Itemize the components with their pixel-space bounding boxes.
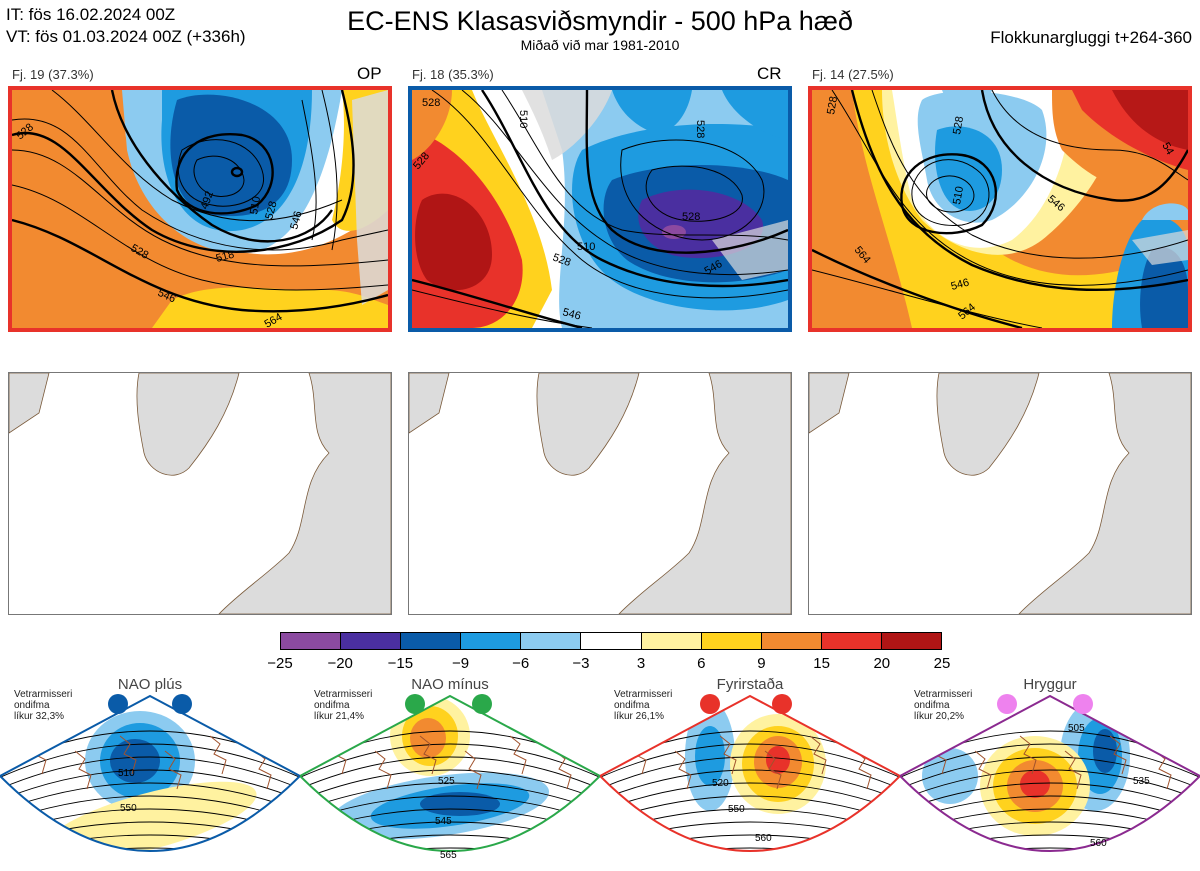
regime-note: Vetrarmisseri ondifma líkur 26,1% bbox=[614, 689, 673, 722]
contour-label: 546 bbox=[288, 210, 304, 231]
colorbar-tick-label: 3 bbox=[636, 655, 646, 672]
regime-contour-label: 525 bbox=[438, 776, 455, 787]
colorbar-tick-label: 20 bbox=[873, 655, 891, 672]
regime-contour-label: 550 bbox=[728, 804, 745, 815]
colorbar-segment bbox=[641, 633, 702, 649]
regime-title: Hryggur bbox=[1023, 676, 1077, 693]
panel-2-tag: CR bbox=[757, 64, 782, 83]
regime-center-dot bbox=[172, 694, 192, 714]
colorbar-segment bbox=[461, 633, 522, 649]
contour-label: 528 bbox=[682, 211, 700, 223]
regime-map: 510 550 bbox=[0, 694, 300, 852]
header-left: IT: fös 16.02.2024 00Z VT: fös 01.03.202… bbox=[6, 4, 246, 48]
regime-contour-label: 505 bbox=[1068, 723, 1085, 734]
cluster-map-3: 528 510 528 564 546 546 564 54 bbox=[808, 86, 1192, 332]
empty-map-1 bbox=[8, 372, 392, 615]
colorbar-tick-label: −9 bbox=[451, 655, 470, 672]
contour-label: 528 bbox=[951, 115, 966, 135]
colorbar-segment bbox=[761, 633, 822, 649]
contour-label: 528 bbox=[825, 95, 840, 115]
colorbar-tick-label: −20 bbox=[327, 655, 353, 672]
contour-label: 510 bbox=[951, 185, 966, 205]
contour-label: 528 bbox=[694, 120, 706, 138]
panel-2-label: Fj. 18 (35.3%) bbox=[412, 67, 494, 82]
regime-contour-label: 550 bbox=[120, 803, 137, 814]
colorbar-tick-label: 15 bbox=[813, 655, 830, 672]
regime-contour-label: 520 bbox=[712, 778, 729, 789]
empty-map-3 bbox=[808, 372, 1192, 615]
contour-label: 528 bbox=[422, 97, 440, 109]
initial-time: IT: fös 16.02.2024 00Z bbox=[6, 5, 176, 24]
regime-note: Vetrarmisseri ondifma líkur 21,4% bbox=[314, 689, 373, 722]
regime-map: 520 550 560 bbox=[600, 694, 900, 852]
colorbar-segment bbox=[821, 633, 882, 649]
classification-window: Flokkunargluggi t+264-360 bbox=[990, 28, 1192, 47]
regime-contour-label: 560 bbox=[755, 833, 772, 844]
colorbar-tick-label: 25 bbox=[933, 655, 951, 672]
colorbar bbox=[280, 632, 942, 650]
regime-note: Vetrarmisseri ondifma líkur 20,2% bbox=[914, 689, 973, 722]
colorbar-segment bbox=[341, 633, 402, 649]
regime-center-dot bbox=[405, 694, 425, 714]
regime-center-dot bbox=[1073, 694, 1093, 714]
regime-map: 525 545 565 bbox=[300, 694, 600, 861]
regime-contour-label: 535 bbox=[1133, 776, 1150, 787]
regime-title: NAO plús bbox=[117, 676, 183, 693]
contour-label: 510 bbox=[577, 241, 595, 253]
colorbar-segment bbox=[701, 633, 762, 649]
colorbar-segment bbox=[581, 633, 642, 649]
regime-title: Fyrirstaða bbox=[716, 676, 784, 693]
regime-contour-label: 545 bbox=[435, 816, 452, 827]
regime-contour-label: 560 bbox=[1090, 838, 1107, 849]
colorbar-tick-label: −6 bbox=[512, 655, 530, 672]
colorbar-tick-label: 9 bbox=[757, 655, 766, 672]
colorbar-tick-label: 6 bbox=[697, 655, 706, 672]
regime-center-dot bbox=[472, 694, 492, 714]
contour-label: 54 bbox=[1159, 141, 1176, 158]
regime-title: NAO mínus bbox=[411, 676, 489, 693]
contour-label: 528 bbox=[263, 200, 279, 221]
colorbar-segment bbox=[521, 633, 582, 649]
contour-label: 528 bbox=[551, 252, 572, 270]
colorbar-tick-label: −15 bbox=[387, 655, 414, 672]
panel-1-tag: OP bbox=[357, 64, 382, 83]
empty-map-2 bbox=[408, 372, 792, 615]
regime-center-dot bbox=[108, 694, 128, 714]
regime-contour-label: 510 bbox=[118, 768, 135, 779]
colorbar-segment bbox=[281, 633, 342, 649]
regime-center-dot bbox=[700, 694, 720, 714]
regime-contour-label: 565 bbox=[440, 850, 457, 861]
regime-note: Vetrarmisseri ondifma líkur 32,3% bbox=[14, 689, 73, 722]
panel-3-label: Fj. 14 (27.5%) bbox=[812, 67, 894, 82]
regime-center-dot bbox=[772, 694, 792, 714]
page-subtitle: Miðað við mar 1981-2010 bbox=[520, 37, 680, 53]
cluster-map-2: 528 528 528 510 528 546 546 510 528 bbox=[408, 86, 792, 332]
regime-map: 505 535 560 bbox=[900, 694, 1200, 852]
colorbar-tick-label: −3 bbox=[572, 655, 590, 672]
page-title: EC-ENS Klasasviðsmyndir - 500 hPa hæð bbox=[347, 6, 853, 36]
contour-label: 492 bbox=[199, 190, 217, 211]
contour-label: 510 bbox=[248, 195, 263, 215]
valid-time: VT: fös 01.03.2024 00Z (+336h) bbox=[6, 27, 246, 46]
panel-1-label: Fj. 19 (37.3%) bbox=[12, 67, 94, 82]
colorbar-tick-label: −25 bbox=[267, 655, 293, 672]
contour-label: 546 bbox=[561, 306, 582, 322]
contour-label: 510 bbox=[517, 110, 529, 128]
colorbar-segment bbox=[401, 633, 462, 649]
regime-center-dot bbox=[997, 694, 1017, 714]
contour-label: 518 bbox=[215, 249, 236, 265]
contour-label: 546 bbox=[950, 277, 971, 293]
colorbar-segment bbox=[881, 633, 942, 649]
cluster-map-1: 528 492 510 528 518 546 528 546 564 bbox=[8, 86, 392, 332]
